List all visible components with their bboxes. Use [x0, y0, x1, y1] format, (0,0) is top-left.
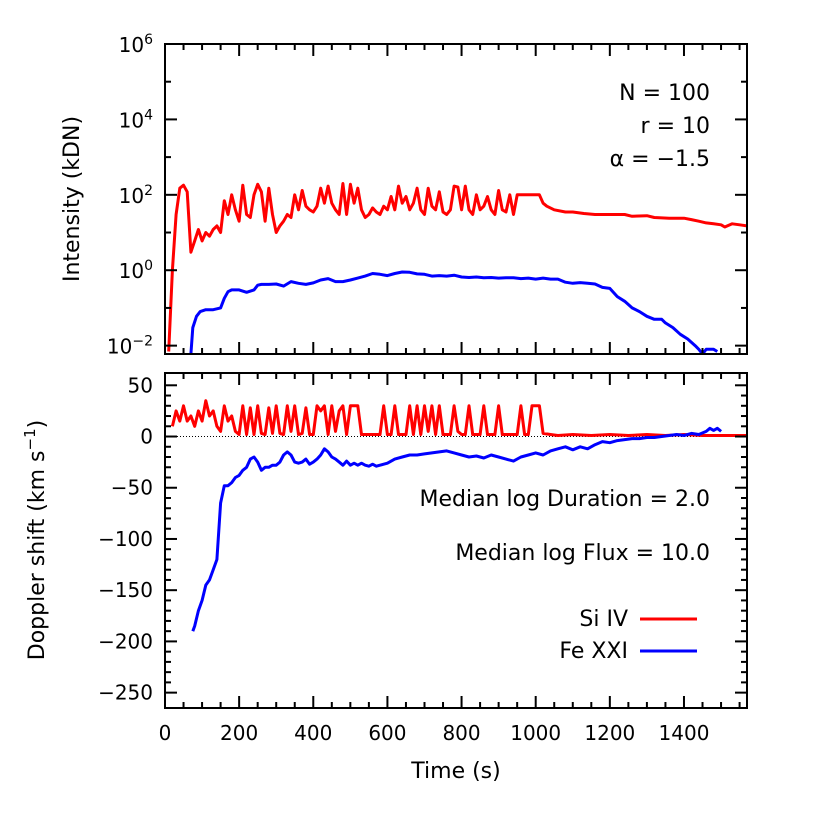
intensity-ticks: 10−2 100 102 104 106	[107, 32, 747, 359]
intensity-panel: 10−2 100 102 104 106 Intensity (kDN) N = 100…	[60, 32, 748, 359]
doppler-ytick-label: −200	[98, 629, 153, 653]
annotation-r: r = 10	[641, 114, 710, 139]
intensity-ytick-label: 106	[119, 32, 153, 57]
doppler-series-si-iv	[170, 399, 747, 437]
doppler-ytick-label: −150	[98, 578, 153, 602]
doppler-ytick-label: −50	[111, 476, 153, 500]
annotation-alpha: α = −1.5	[610, 147, 710, 172]
time-xtick-label: 1000	[510, 721, 561, 745]
time-xtick-label: 200	[220, 721, 258, 745]
doppler-series-fe-xxi	[191, 426, 723, 632]
intensity-lines	[167, 182, 747, 354]
annotation-median-duration: Median log Duration = 2.0	[419, 487, 710, 512]
doppler-ytick-label: 0	[140, 425, 153, 449]
intensity-ylabel: Intensity (kDN)	[60, 116, 85, 282]
intensity-ytick-label: 104	[119, 107, 153, 132]
time-xtick-label: 800	[442, 721, 480, 745]
doppler-lines	[165, 399, 747, 632]
intensity-series-si-iv	[167, 182, 747, 352]
legend: Si IV Fe XXI	[559, 607, 697, 664]
doppler-ytick-label: −250	[98, 681, 153, 705]
intensity-ytick-label: 100	[119, 258, 153, 283]
doppler-ytick-label: −100	[98, 527, 153, 551]
doppler-axes-frame	[164, 372, 748, 709]
time-xtick-label: 0	[159, 721, 172, 745]
doppler-ytick-label: 50	[128, 373, 153, 397]
legend-label-si-iv: Si IV	[579, 607, 628, 632]
annotation-n: N = 100	[619, 81, 710, 106]
time-xtick-label: 600	[368, 721, 406, 745]
intensity-axes-frame	[164, 43, 748, 355]
intensity-ytick-label: 10−2	[107, 334, 153, 359]
legend-label-fe-xxi: Fe XXI	[559, 639, 628, 664]
intensity-ytick-label: 102	[119, 183, 153, 208]
time-xtick-label: 400	[294, 721, 332, 745]
intensity-series-fe-xxi	[189, 270, 719, 354]
time-xtick-label: 1200	[584, 721, 635, 745]
time-xlabel: Time (s)	[410, 759, 500, 784]
annotation-median-flux: Median log Flux = 10.0	[455, 541, 710, 566]
time-xtick-label: 1400	[659, 721, 710, 745]
doppler-ylabel: Doppler shift (km s−1)	[21, 420, 50, 660]
